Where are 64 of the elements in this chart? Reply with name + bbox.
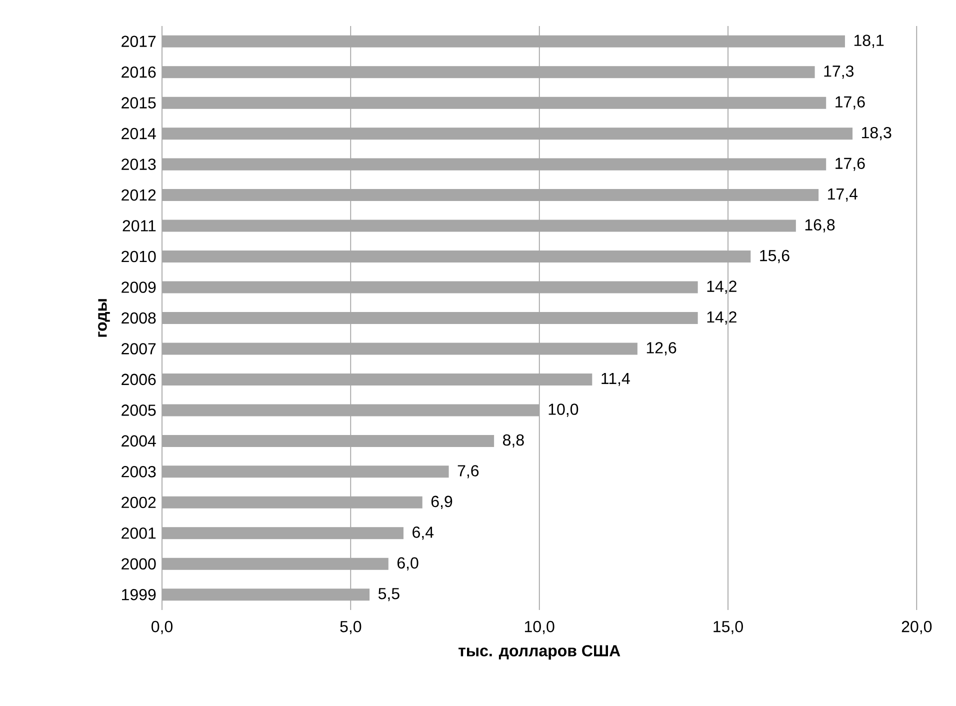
bar xyxy=(162,466,449,478)
data-label: 8,8 xyxy=(503,434,524,448)
y-tick-label: 2002 xyxy=(122,496,156,508)
y-tick-label: 2003 xyxy=(122,466,156,478)
y-tick-label: 2015 xyxy=(122,97,156,108)
bar xyxy=(162,189,819,202)
data-label: 18,3 xyxy=(862,126,892,140)
data-label: 17,3 xyxy=(824,66,854,79)
y-axis-title: годы xyxy=(98,299,110,337)
y-tick-label: 2007 xyxy=(122,343,156,354)
bar xyxy=(162,496,422,508)
y-tick-label: 2009 xyxy=(122,282,156,293)
data-label: 7,6 xyxy=(458,465,479,478)
data-label: 14,2 xyxy=(707,311,736,325)
bar xyxy=(162,434,494,447)
data-label: 6,9 xyxy=(431,496,452,510)
bar xyxy=(162,312,698,324)
y-tick-label: 2006 xyxy=(122,374,156,386)
y-tick-label: 2005 xyxy=(122,404,156,416)
bar xyxy=(162,220,796,232)
data-label: 6,0 xyxy=(397,557,418,570)
data-label: 11,4 xyxy=(602,372,630,386)
y-tick-label: 1999 xyxy=(122,588,156,600)
x-tick-label: 5,0 xyxy=(340,620,362,634)
bar xyxy=(162,342,638,355)
y-tick-label: 2004 xyxy=(122,435,156,447)
x-tick-label: 10,0 xyxy=(524,620,554,634)
y-tick-label: 2008 xyxy=(122,312,156,324)
bar xyxy=(162,558,388,570)
x-tick-label: 15,0 xyxy=(714,620,743,634)
y-tick-label: 2001 xyxy=(122,527,156,539)
y-tick-label: 2012 xyxy=(122,189,156,201)
bar xyxy=(162,527,404,540)
data-label: 18,1 xyxy=(854,34,884,48)
data-label: 16,8 xyxy=(805,219,835,232)
data-label: 14,2 xyxy=(707,280,736,294)
y-tick-label: 2014 xyxy=(122,128,156,140)
bar xyxy=(162,281,698,294)
y-tick-label: 2011 xyxy=(122,220,156,232)
bar xyxy=(162,373,592,386)
y-tick-label: 2016 xyxy=(122,66,156,78)
bar xyxy=(162,35,845,48)
y-tick-label: 2010 xyxy=(122,250,156,262)
y-tick-label: 2013 xyxy=(122,158,156,170)
bar xyxy=(162,250,751,263)
bar xyxy=(162,66,815,78)
bar xyxy=(162,96,826,109)
data-label: 12,6 xyxy=(646,342,676,356)
y-tick-label: 2017 xyxy=(122,36,156,48)
bar xyxy=(162,158,826,170)
data-label: 17,4 xyxy=(828,188,858,202)
bar xyxy=(162,128,853,140)
x-axis-title: тыс. долларов США xyxy=(458,645,620,660)
data-label: 15,6 xyxy=(760,250,790,264)
bar xyxy=(162,588,370,601)
data-label: 6,4 xyxy=(412,526,434,540)
data-label: 17,6 xyxy=(836,96,865,110)
data-label: 5,5 xyxy=(378,588,400,602)
data-label: 10,0 xyxy=(548,404,578,417)
y-tick-label: 2000 xyxy=(122,558,156,570)
data-label: 17,6 xyxy=(836,158,865,171)
bar xyxy=(162,404,540,416)
x-tick-label: 20,0 xyxy=(902,620,932,634)
x-tick-label: 0,0 xyxy=(152,620,173,634)
